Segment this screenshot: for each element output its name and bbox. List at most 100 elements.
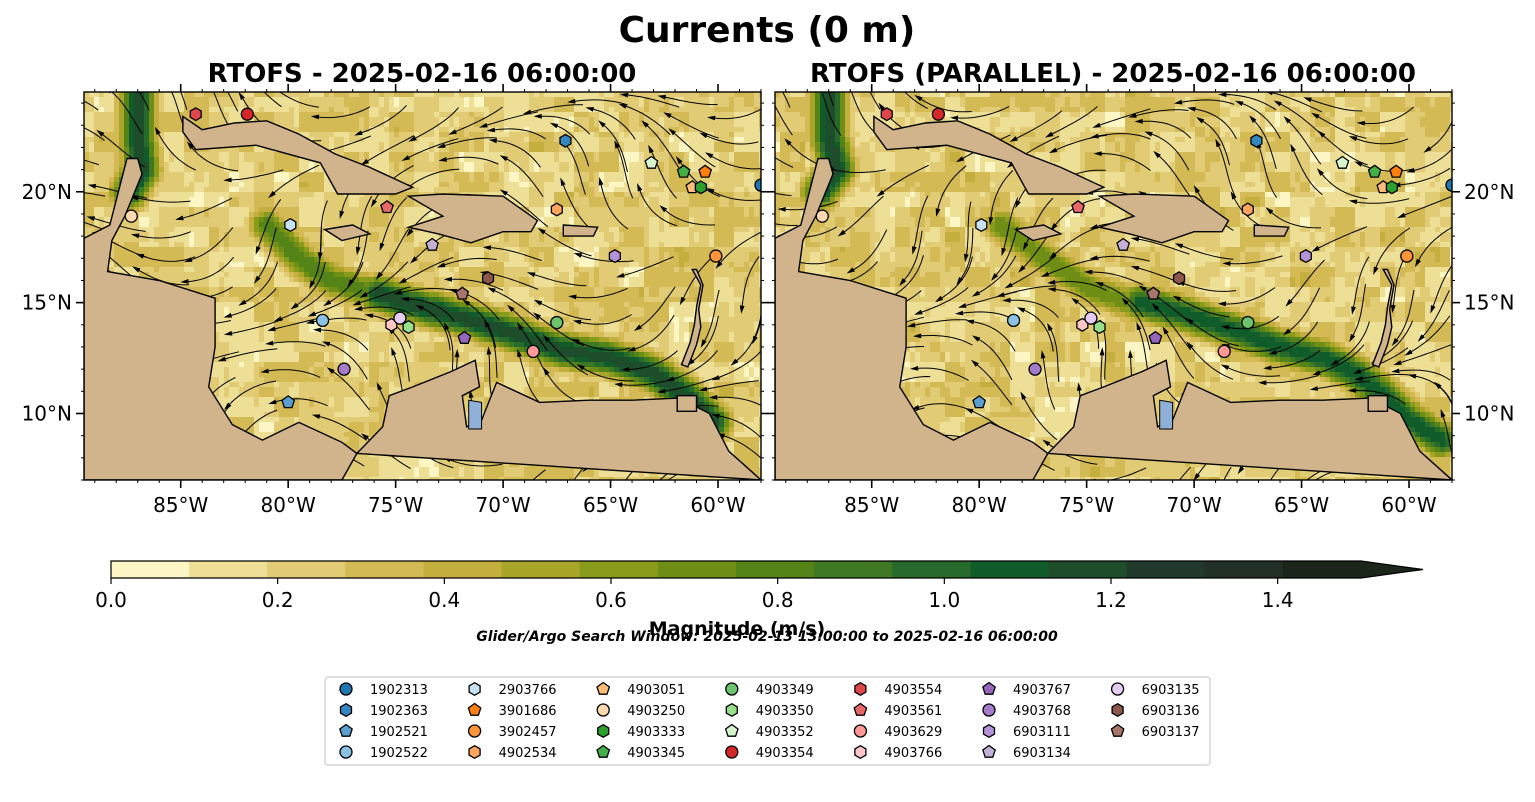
axis-ticks <box>767 84 1460 488</box>
float-marker-4903768 <box>1028 362 1042 376</box>
streamline <box>936 165 967 213</box>
streamline <box>1357 347 1409 373</box>
legend-label: 6903111 <box>1013 725 1071 740</box>
y-tick-label: 10°N <box>1464 401 1514 425</box>
streamline-arrow <box>663 112 672 119</box>
streamline-arrow <box>1136 321 1142 331</box>
streamline <box>1022 395 1058 441</box>
streamline <box>1263 374 1319 384</box>
streamline <box>256 227 277 280</box>
legend-marker-4903345 <box>596 744 611 758</box>
float-marker-6903137 <box>1146 286 1161 300</box>
streamline <box>716 414 761 439</box>
streamline-arrow <box>1004 282 1013 289</box>
streamline-arrow <box>598 177 604 186</box>
streamline-arrow <box>664 479 666 480</box>
streamline-arrow <box>1423 146 1432 153</box>
streamline <box>990 170 1014 221</box>
streamline-arrow <box>910 366 919 371</box>
streamline <box>503 191 549 228</box>
streamline-arrow <box>1134 118 1143 124</box>
streamline <box>330 369 370 411</box>
colorbar-label: Magnitude (m/s) <box>649 618 826 640</box>
streamline <box>554 124 590 167</box>
streamline-arrow <box>1023 242 1029 251</box>
streamline <box>1225 345 1282 352</box>
legend-label: 4903350 <box>756 704 814 719</box>
streamline-arrow <box>1390 304 1396 314</box>
streamline-arrow <box>462 299 471 306</box>
streamline <box>1401 195 1452 217</box>
colorbar-segment <box>423 561 503 578</box>
streamline <box>1095 133 1151 140</box>
streamline <box>1002 197 1019 252</box>
float-marker-1902313 <box>754 178 761 192</box>
streamline-arrow <box>347 279 354 288</box>
streamline <box>188 227 234 261</box>
streamline-arrow <box>436 262 446 268</box>
streamline-arrow <box>614 382 623 388</box>
streamline-arrow <box>135 253 145 259</box>
streamline-arrow <box>339 210 345 220</box>
streamline-arrow <box>637 183 643 192</box>
streamline-arrow <box>352 300 361 306</box>
legend-marker-4903352 <box>724 723 739 737</box>
streamline-arrow <box>360 158 369 166</box>
streamline <box>326 342 368 380</box>
streamline <box>1101 324 1107 380</box>
land-cuba <box>873 115 1106 195</box>
legend-label: 3902457 <box>499 725 557 740</box>
streamline-arrow <box>1230 191 1237 200</box>
streamline-arrow <box>400 296 409 302</box>
streamline-arrow <box>965 408 974 414</box>
streamline-arrow <box>949 115 959 121</box>
streamline-arrow <box>648 144 654 154</box>
streamline-arrow <box>454 348 460 358</box>
streamline-arrow <box>1356 120 1365 126</box>
streamline-arrow <box>598 120 606 128</box>
streamline-arrow <box>41 92 49 97</box>
streamline-arrow <box>1016 307 1026 313</box>
streamline-arrow <box>1015 200 1021 209</box>
streamline-arrow <box>1095 282 1104 287</box>
streamline-arrow <box>254 275 261 284</box>
colorbar-segment <box>1126 561 1206 578</box>
streamline <box>703 134 759 145</box>
streamline <box>974 362 1013 406</box>
streamline-arrow <box>1417 334 1425 342</box>
streamline-arrow <box>837 229 846 237</box>
streamline <box>518 353 542 405</box>
streamline <box>1353 198 1410 204</box>
streamline <box>380 197 408 247</box>
float-marker-1902522 <box>1006 313 1021 328</box>
streamline-arrow <box>1393 360 1402 365</box>
streamline-arrow <box>1174 243 1184 249</box>
colorbar-segment <box>814 561 893 578</box>
land-masses <box>775 115 1452 480</box>
streamline <box>185 256 234 283</box>
float-marker-1902363 <box>1250 133 1263 148</box>
streamline <box>538 115 591 135</box>
streamline-arrow <box>878 102 886 111</box>
streamline <box>1359 373 1416 380</box>
float-marker-6903136 <box>481 271 495 286</box>
streamline-arrow <box>517 322 524 331</box>
x-tick-label: 70°W <box>1166 493 1221 517</box>
streamline-arrow <box>1237 466 1245 475</box>
streamline-arrow <box>1162 326 1169 335</box>
streamline <box>447 458 503 467</box>
streamline <box>271 164 320 196</box>
streamline <box>412 107 459 140</box>
streamline <box>850 229 888 272</box>
streamline-arrow <box>312 327 322 333</box>
streamline <box>538 301 592 321</box>
streamline <box>405 138 459 160</box>
legend-marker-1902521 <box>339 723 353 737</box>
legend-marker-6903135 <box>1110 682 1125 696</box>
streamline <box>503 157 544 197</box>
float-marker-3901686 <box>1389 164 1404 178</box>
streamline <box>138 92 150 111</box>
search-window-note: Glider/Argo Search Window: 2025-02-13 13… <box>476 629 1058 645</box>
streamline <box>709 154 761 170</box>
land-jamaica <box>1013 224 1063 242</box>
